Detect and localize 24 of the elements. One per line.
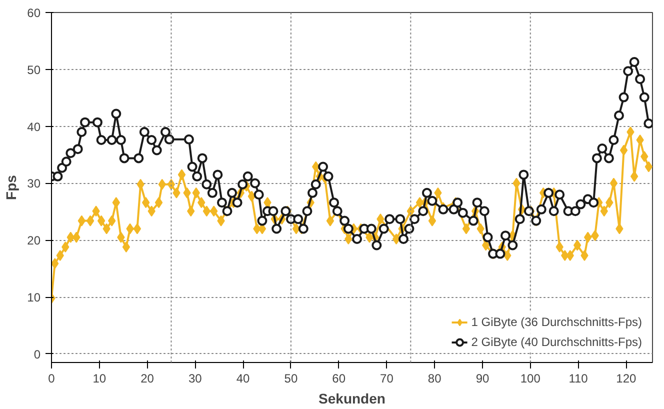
x-tick-label: 100 — [520, 372, 541, 386]
y-axis-title: Fps — [3, 174, 20, 200]
y-tick-label: 40 — [27, 120, 41, 134]
x-tick-label: 10 — [92, 372, 106, 386]
legend-label: 1 GiByte (36 Durchschnitts-Fps) — [471, 315, 642, 329]
y-tick-label: 60 — [27, 6, 41, 20]
y-tick-label: 50 — [27, 62, 41, 77]
x-tick-label: 60 — [332, 372, 346, 386]
x-tick-label: 20 — [140, 372, 154, 386]
y-tick-label: 0 — [34, 347, 41, 362]
legend-label: 2 GiByte (40 Durchschnitts-Fps) — [471, 335, 642, 349]
x-tick-label: 80 — [428, 372, 442, 386]
x-tick-label: 0 — [48, 372, 56, 386]
x-tick-label: 90 — [476, 372, 490, 386]
y-tick-label: 20 — [27, 234, 41, 248]
x-axis-title: Sekunden — [318, 390, 386, 406]
y-tick-label: 30 — [27, 176, 41, 191]
y-tick-label: 10 — [27, 290, 41, 305]
x-tick-label: 40 — [236, 372, 250, 386]
x-tick-label: 120 — [616, 372, 636, 386]
x-tick-label: 30 — [188, 372, 202, 386]
x-tick-label: 110 — [568, 372, 588, 386]
x-tick-label: 70 — [380, 372, 394, 386]
x-tick-label: 50 — [284, 372, 298, 386]
